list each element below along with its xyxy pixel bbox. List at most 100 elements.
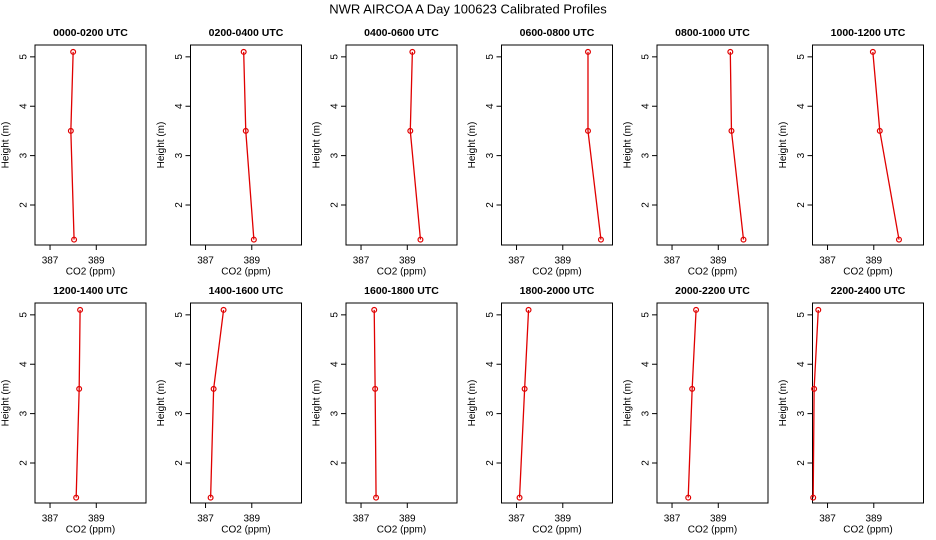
panel: 1200-1400 UTC 387 389 2 3 4 5 CO2 (ppm) Height (… [1, 285, 147, 536]
data-point [210, 385, 217, 392]
x-tick-label: 389 [710, 514, 727, 525]
x-tick-label: 389 [710, 256, 727, 267]
y-tick-label: 5 [330, 312, 341, 318]
y-tick-label: 5 [19, 54, 30, 60]
y-tick-label: 4 [19, 103, 30, 109]
y-tick-label: 3 [641, 152, 652, 158]
profile-line [729, 51, 745, 240]
y-tick-label: 3 [796, 152, 807, 158]
plot-frame [345, 302, 458, 504]
x-axis-label: CO2 (ppm) [221, 525, 270, 536]
y-tick-label: 3 [485, 410, 496, 416]
y-tick-label: 3 [641, 410, 652, 416]
panel-title: 1200-1400 UTC [53, 285, 128, 297]
data-point [516, 494, 523, 501]
panel: 2200-2400 UTC 387 389 2 3 4 5 CO2 (ppm) Height (… [778, 285, 924, 536]
panel-title: 0000-0200 UTC [53, 27, 128, 39]
x-axis-label: CO2 (ppm) [377, 267, 426, 278]
data-point [728, 127, 735, 134]
x-tick-label: 389 [865, 514, 882, 525]
plot-frame [501, 44, 613, 246]
y-tick-label: 2 [19, 202, 30, 208]
data-point [207, 494, 214, 501]
y-tick-label: 5 [796, 54, 807, 60]
y-tick-label: 4 [19, 361, 30, 367]
y-tick-label: 5 [485, 54, 496, 60]
profile-line [687, 309, 697, 498]
page-title: NWR AIRCOA A Day 100623 Calibrated Profi… [329, 1, 607, 16]
data-point [689, 385, 696, 392]
y-tick-label: 5 [485, 312, 496, 318]
y-tick-label: 4 [174, 361, 185, 367]
data-point [240, 48, 247, 55]
panel: 0200-0400 UTC 387 389 2 3 4 5 CO2 (ppm) Height (… [156, 27, 302, 278]
panel: 2000-2200 UTC 387 389 2 3 4 5 CO2 (ppm) Height (… [623, 285, 769, 536]
panel: 1400-1600 UTC 387 389 2 3 4 5 CO2 (ppm) Height (… [156, 285, 302, 536]
plot-frame [34, 302, 147, 504]
panel-title: 0600-0800 UTC [520, 27, 595, 39]
y-axis-label: Height (m) [312, 380, 323, 427]
y-axis-label: Height (m) [778, 122, 789, 169]
panel: 1600-1800 UTC 387 389 2 3 4 5 CO2 (ppm) Height (… [312, 285, 458, 536]
profile-line [872, 51, 900, 240]
y-tick-label: 5 [19, 312, 30, 318]
plot-frame [812, 44, 924, 246]
x-tick-label: 389 [88, 256, 105, 267]
y-tick-label: 4 [796, 361, 807, 367]
y-tick-label: 3 [330, 410, 341, 416]
y-tick-label: 4 [174, 103, 185, 109]
data-point [869, 48, 876, 55]
y-axis-label: Height (m) [623, 122, 634, 169]
data-point [584, 127, 591, 134]
panel: 0800-1000 UTC 387 389 2 3 4 5 CO2 (ppm) Height (… [623, 27, 769, 278]
data-point [242, 127, 249, 134]
y-tick-label: 4 [641, 103, 652, 109]
y-tick-label: 4 [330, 361, 341, 367]
plot-frame [34, 44, 147, 246]
data-point [70, 48, 77, 55]
y-tick-label: 5 [796, 312, 807, 318]
x-tick-label: 387 [353, 514, 370, 525]
y-tick-label: 5 [174, 54, 185, 60]
profile-line [373, 309, 377, 498]
profile-line [209, 309, 225, 498]
x-tick-label: 387 [197, 514, 214, 525]
data-point [693, 306, 700, 313]
y-tick-label: 4 [796, 103, 807, 109]
y-tick-label: 4 [485, 361, 496, 367]
profile-line [518, 309, 530, 498]
data-point [895, 236, 902, 243]
y-tick-label: 3 [330, 152, 341, 158]
data-point [409, 48, 416, 55]
plot-frame [812, 302, 924, 504]
data-point [220, 306, 227, 313]
panel: 0400-0600 UTC 387 389 2 3 4 5 CO2 (ppm) Height (… [312, 27, 458, 278]
x-tick-label: 387 [819, 256, 836, 267]
x-axis-label: CO2 (ppm) [66, 525, 115, 536]
x-tick-label: 389 [554, 256, 571, 267]
profile-line [409, 51, 422, 240]
y-tick-label: 2 [485, 202, 496, 208]
panel-title: 1800-2000 UTC [520, 285, 595, 297]
y-axis-label: Height (m) [467, 380, 478, 427]
y-axis-label: Height (m) [778, 380, 789, 427]
y-tick-label: 5 [330, 54, 341, 60]
data-point [417, 236, 424, 243]
x-axis-label: CO2 (ppm) [843, 267, 892, 278]
x-tick-label: 387 [42, 256, 59, 267]
profile-line [587, 51, 602, 240]
x-axis-label: CO2 (ppm) [532, 267, 581, 278]
y-tick-label: 3 [485, 152, 496, 158]
plot-frame [190, 44, 302, 246]
data-point [727, 48, 734, 55]
x-tick-label: 387 [664, 514, 681, 525]
data-point [250, 236, 257, 243]
y-tick-label: 2 [796, 202, 807, 208]
y-tick-label: 2 [19, 460, 30, 466]
data-point [76, 385, 83, 392]
data-point [77, 306, 84, 313]
data-point [810, 494, 817, 501]
x-tick-label: 387 [664, 256, 681, 267]
y-axis-label: Height (m) [623, 380, 634, 427]
x-axis-label: CO2 (ppm) [66, 267, 115, 278]
